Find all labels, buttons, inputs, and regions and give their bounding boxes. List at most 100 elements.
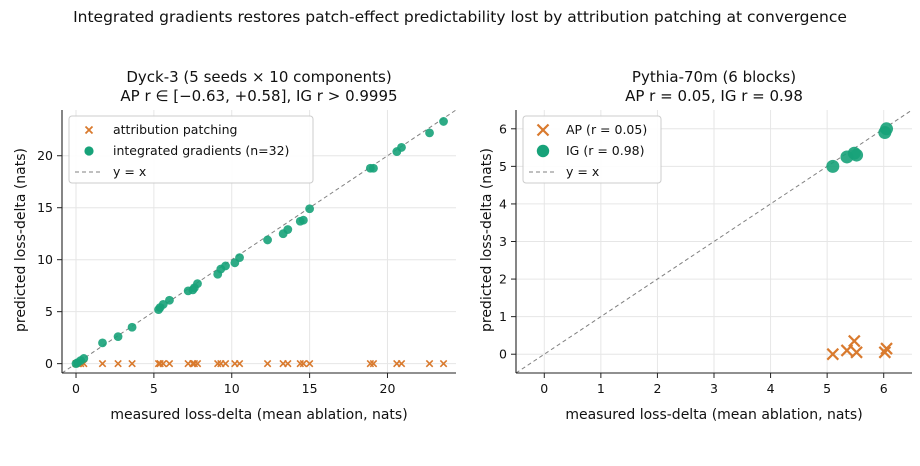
x-axis-label-dyck3: measured loss-delta (mean ablation, nats… (110, 407, 407, 423)
ap-point-dyck3-19 (235, 359, 244, 368)
ap-point-dyck3-13 (190, 359, 199, 368)
legend-x-glyph-pythia (536, 123, 550, 137)
ap-point-dyck3-5-stroke-b (114, 359, 122, 368)
panel-subtitle-pythia: AP r = 0.05, IG r = 0.98 (625, 87, 803, 105)
ap-point-dyck3-20-stroke-b (263, 359, 272, 368)
legend-label-ig-dyck3: integrated gradients (n=32) (113, 143, 289, 158)
ap-point-dyck3-10 (165, 359, 174, 368)
x-tick-label-pythia-3: 3 (710, 381, 718, 396)
x-tick-label-pythia-4: 4 (767, 381, 775, 396)
ap-point-dyck3-29 (397, 359, 406, 368)
ap-points-pythia (826, 334, 893, 361)
ig-point-dyck3-29 (397, 143, 406, 152)
ap-point-dyck3-13-stroke-b (190, 359, 199, 368)
ap-point-dyck3-24 (299, 359, 308, 368)
ig-point-dyck3-17 (221, 261, 230, 271)
ap-point-dyck3-19-stroke-b (235, 359, 244, 368)
y-tick-label-pythia-5: 5 (499, 159, 507, 174)
ig-point-dyck3-5 (113, 332, 123, 342)
ig-point-pythia-3 (850, 148, 864, 162)
identity-line-pythia (515, 109, 913, 374)
ig-points-pythia (826, 122, 894, 173)
ig-point-dyck3-9 (158, 299, 168, 309)
x-tick-label-dyck3-4: 20 (380, 381, 396, 396)
ap-point-pythia-3-stroke-b (850, 346, 863, 359)
ap-point-pythia-3 (850, 346, 863, 359)
ap-point-dyck3-22 (284, 359, 292, 368)
ap-point-pythia-1-stroke-b (840, 344, 854, 357)
ap-point-pythia-0 (826, 347, 840, 361)
ap-point-dyck3-4-stroke-b (98, 359, 107, 368)
ap-point-dyck3-10-stroke-b (165, 359, 174, 368)
ap-point-dyck3-26 (366, 359, 375, 368)
ap-point-dyck3-6-stroke-b (128, 359, 136, 368)
legend-label-ap-pythia: AP (r = 0.05) (566, 122, 647, 137)
y-tick-label-pythia-6: 6 (499, 121, 507, 136)
y-tick-label-dyck3-3: 15 (37, 200, 53, 215)
ap-point-dyck3-14-stroke-b (193, 359, 202, 368)
y-tick-label-dyck3-1: 5 (45, 304, 53, 319)
x-tick-label-pythia-6: 6 (880, 381, 888, 396)
legend-marker-ig-dyck3 (84, 146, 94, 156)
panel-title-pythia: Pythia-70m (6 blocks) (632, 68, 796, 86)
ap-point-dyck3-9 (159, 359, 167, 368)
x-tick-label-dyck3-1: 5 (150, 381, 158, 396)
ap-point-dyck3-22-stroke-b (284, 359, 292, 368)
legend-pythia: AP (r = 0.05) IG (r = 0.98) y = x (522, 115, 662, 184)
ig-point-pythia-0 (826, 159, 840, 173)
ig-point-dyck3-30 (425, 128, 434, 138)
ap-point-dyck3-27-stroke-b (369, 359, 378, 368)
ig-points-dyck3 (71, 117, 448, 369)
x-tick-label-dyck3-0: 0 (72, 381, 80, 396)
ig-point-dyck3-3 (79, 354, 89, 363)
ap-point-dyck3-9-stroke-b (159, 359, 167, 368)
y-tick-label-dyck3-0: 0 (45, 356, 53, 371)
ig-point-dyck3-25 (305, 204, 315, 214)
ap-point-dyck3-8 (156, 359, 164, 368)
legend-label-ap-dyck3: attribution patching (113, 122, 237, 137)
identity-line-path-pythia (515, 109, 913, 374)
y-tick-label-pythia-3: 3 (499, 234, 507, 249)
x-tick-label-dyck3-3: 15 (302, 381, 318, 396)
y-axis-label-dyck3: predicted loss-delta (nats) (13, 148, 29, 332)
y-tick-label-pythia-4: 4 (499, 196, 507, 211)
legend-x-glyph-dyck3-stroke-b (84, 125, 94, 135)
ig-point-pythia-5 (880, 122, 894, 136)
panel-dyck3: Dyck-3 (5 seeds × 10 components) AP r ∈ … (13, 68, 457, 423)
ig-point-dyck3-22 (283, 225, 293, 234)
panel-pythia: Pythia-70m (6 blocks) AP r = 0.05, IG r … (479, 68, 913, 423)
ig-point-dyck3-14 (193, 279, 202, 289)
ticks-pythia: 0 1 2 3 4 5 6 0 1 2 3 4 5 6 (499, 121, 888, 396)
legend-dot-glyph-pythia (536, 144, 550, 158)
legend-label-identity-dyck3: y = x (113, 164, 146, 179)
ap-point-pythia-1 (840, 344, 854, 357)
ap-point-dyck3-29-stroke-b (397, 359, 406, 368)
y-tick-label-pythia-2: 2 (499, 272, 507, 287)
y-tick-label-pythia-0: 0 (499, 347, 507, 362)
legend-label-identity-pythia: y = x (566, 164, 599, 179)
ap-point-dyck3-24-stroke-b (299, 359, 308, 368)
y-tick-label-dyck3-2: 10 (37, 252, 53, 267)
ap-point-dyck3-14 (193, 359, 202, 368)
ap-point-dyck3-25-stroke-b (305, 359, 314, 368)
ap-point-dyck3-26-stroke-b (366, 359, 375, 368)
ig-point-dyck3-20 (263, 235, 272, 245)
ap-point-dyck3-17-stroke-b (221, 359, 230, 368)
ap-point-pythia-2 (848, 334, 861, 348)
ap-point-pythia-4-stroke-b (878, 346, 892, 359)
ap-point-dyck3-30-stroke-b (425, 359, 434, 368)
y-tick-label-dyck3-4: 20 (37, 148, 53, 163)
ig-point-dyck3-27 (369, 163, 378, 173)
ap-point-dyck3-30 (425, 359, 434, 368)
ig-point-dyck3-10 (165, 295, 174, 305)
ig-point-dyck3-19 (235, 253, 244, 263)
ig-point-dyck3-6 (127, 322, 137, 332)
identity-line-dyck3 (61, 109, 457, 374)
ap-point-pythia-5 (880, 342, 893, 355)
y-axis-label-pythia: predicted loss-delta (nats) (479, 148, 495, 332)
x-tick-label-pythia-5: 5 (823, 381, 831, 396)
ap-point-dyck3-25 (305, 359, 314, 368)
ap-point-pythia-2-stroke-b (848, 334, 861, 348)
